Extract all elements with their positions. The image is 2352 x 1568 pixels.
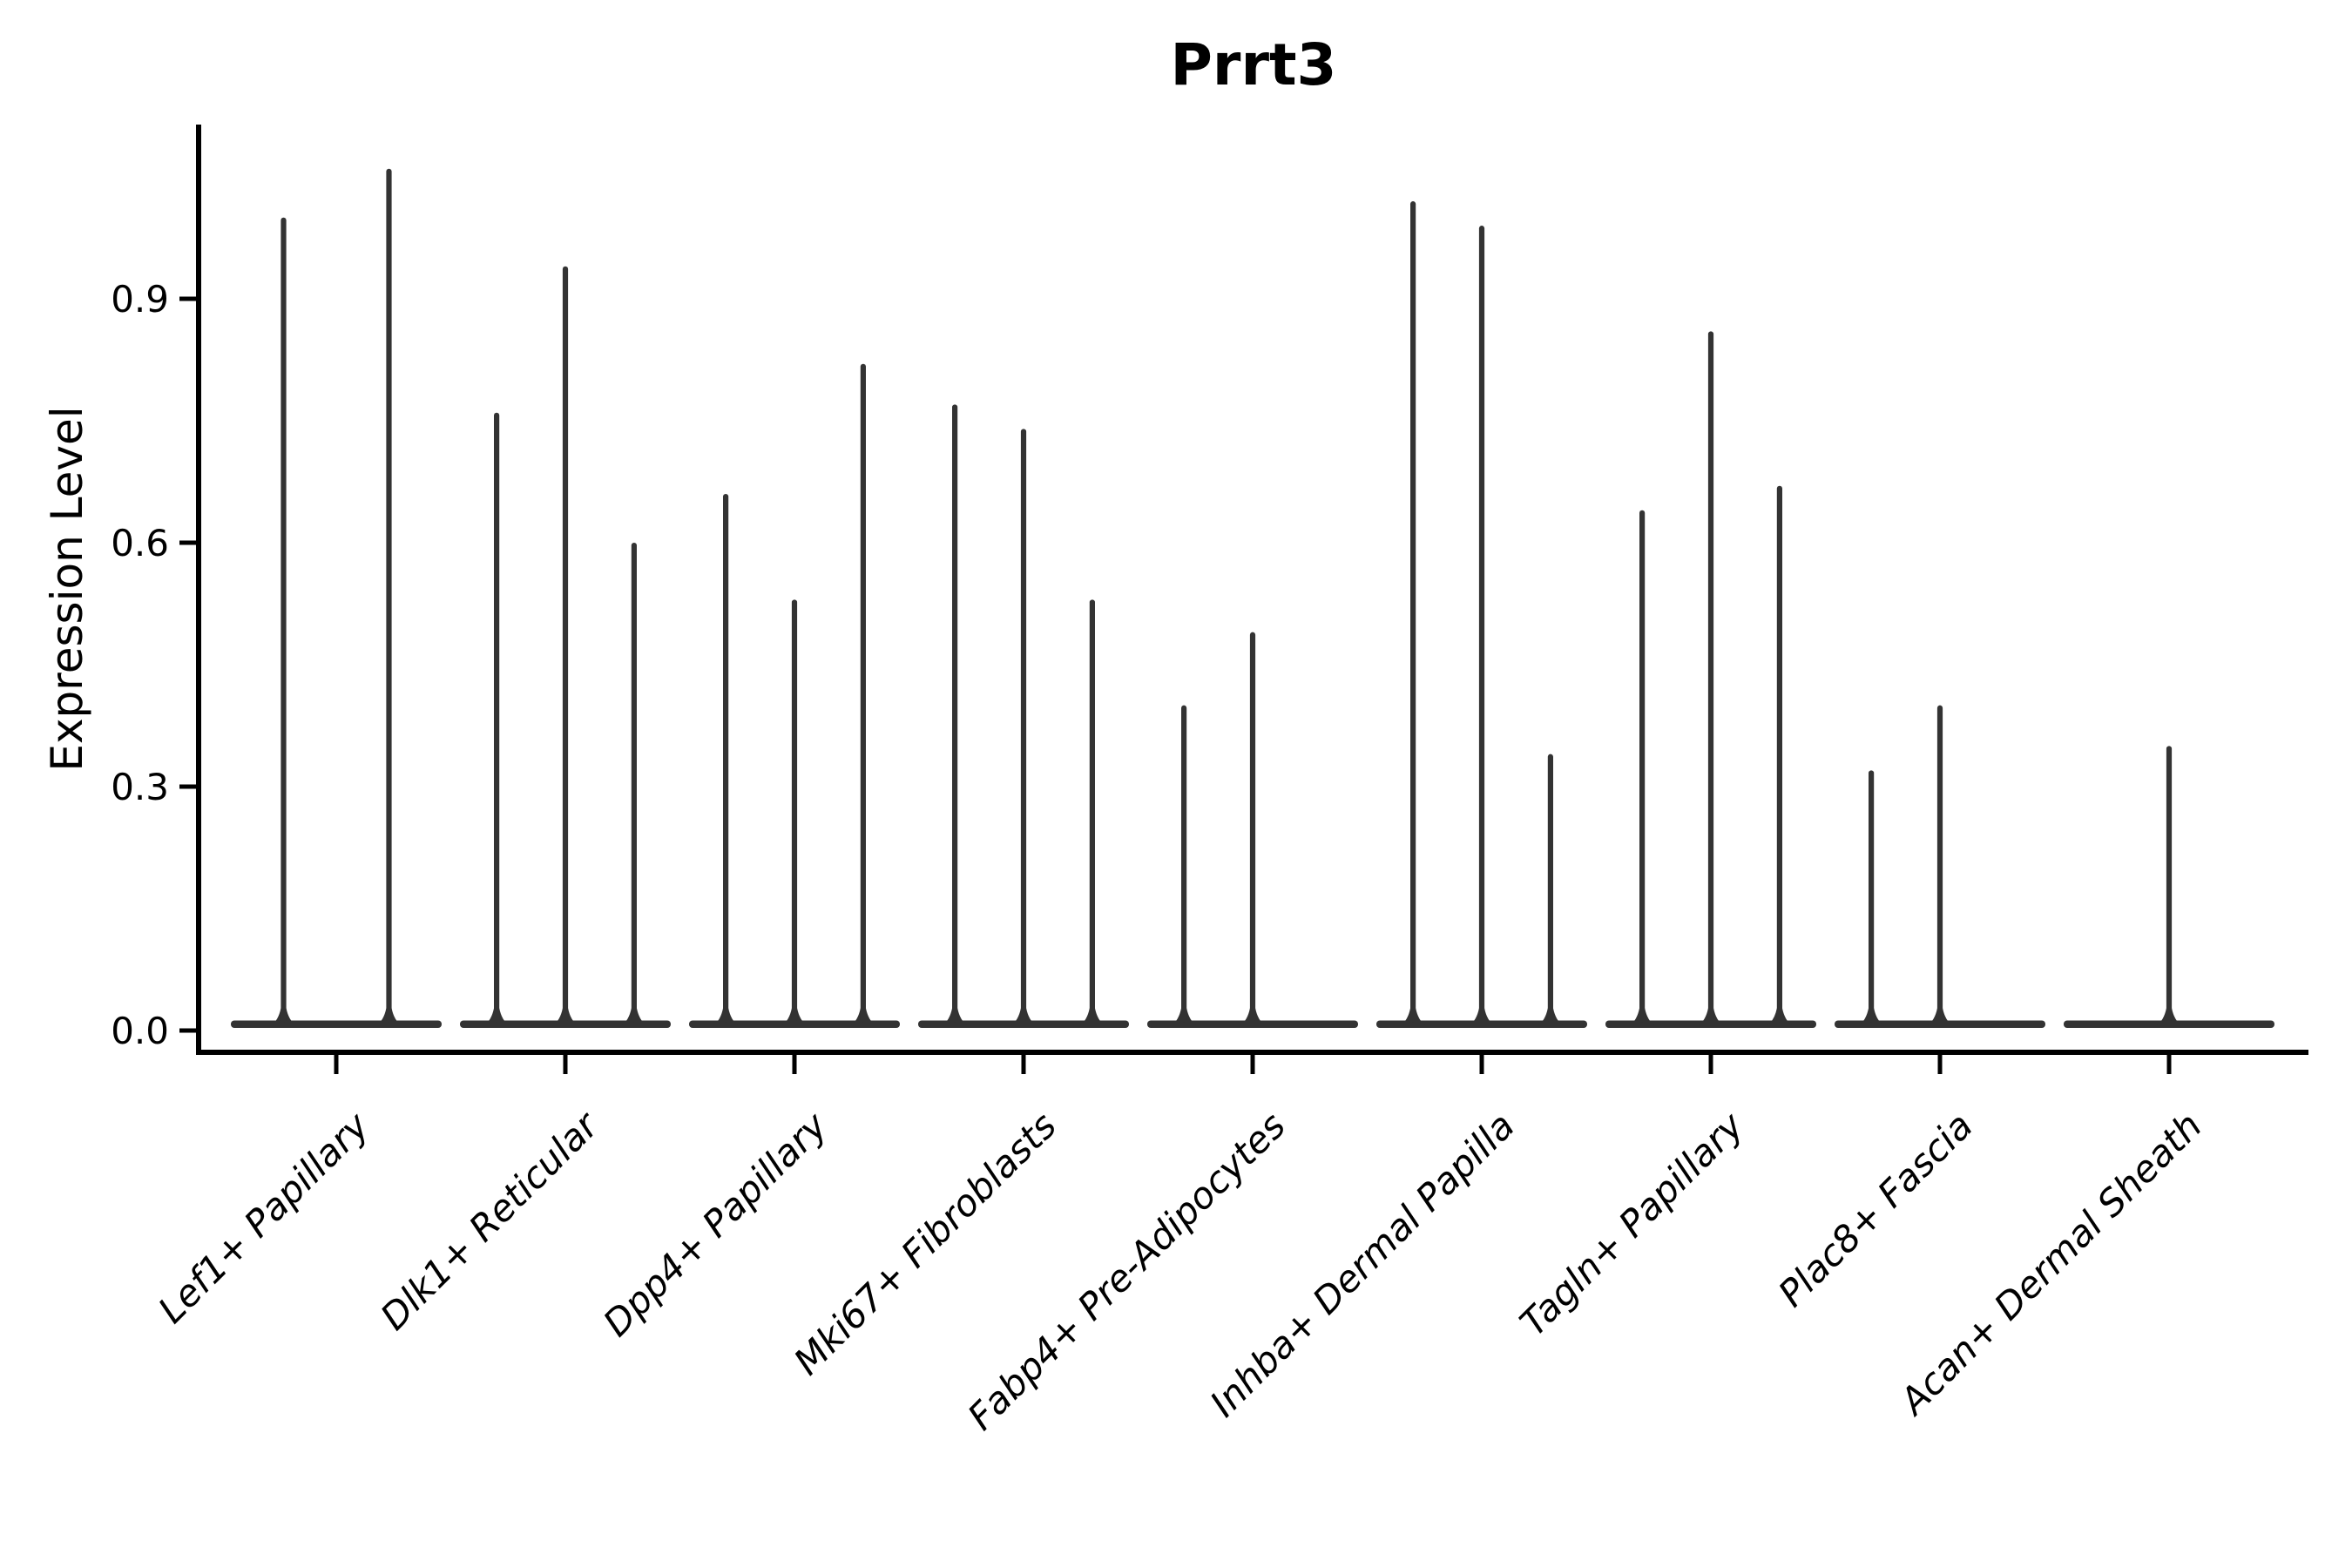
spike-line [1707,331,1714,1023]
spike-line [562,266,569,1023]
spike-line [1869,770,1875,1023]
spike-line [1089,599,1095,1023]
violin-spike [713,494,739,1025]
chart-title: Prrt3 [1170,31,1337,98]
spike-line [631,543,637,1023]
violin-spike [271,217,296,1025]
violin-9 [2064,746,2274,1028]
spike-line [1181,705,1187,1023]
spike-line [1936,705,1943,1023]
y-tick-label: 0.6 [111,522,169,564]
spike-line [1249,632,1256,1023]
violin-5 [1147,632,1358,1028]
spike-line [952,404,958,1023]
x-category-label: Tagln+ Papillary [1511,1104,1753,1345]
violin-spike [484,412,510,1025]
violin-1 [231,168,442,1028]
spike-line [1478,226,1485,1023]
spike-line [1410,201,1416,1023]
violin-spike [376,168,402,1025]
spike-line [386,168,392,1023]
violin-spike [1630,510,1655,1025]
violin-spike [943,404,968,1025]
violin-spike [850,363,875,1025]
violin-spike [782,599,807,1025]
x-category-label: Dlk1+ Reticular [372,1102,608,1338]
violin-4 [918,404,1129,1028]
y-tick-label: 0.3 [111,766,169,808]
spike-line [723,494,729,1023]
x-category-label: Lef1+ Papillary [150,1104,378,1332]
violin-spike [1172,705,1197,1025]
violin-spike [621,543,646,1025]
y-tick-label: 0.9 [111,278,169,321]
violin-spike [2157,746,2181,1025]
y-tick-label: 0.0 [111,1010,169,1052]
violin-spike [1079,599,1105,1025]
spike-line [791,599,798,1023]
spike-line [1639,510,1646,1023]
spike-line [280,217,287,1023]
violin-spike [1699,331,1723,1025]
violin-8 [1835,705,2045,1028]
violin-spike [553,266,578,1025]
violin-3 [689,363,900,1028]
violin-spike [1928,705,1952,1025]
violin-spike [1401,201,1426,1025]
violin-spike [1767,485,1792,1025]
x-category-label: Plac8+ Fascia [1770,1104,1981,1315]
violin-spike [1538,754,1563,1025]
spike-line [1547,754,1553,1023]
x-category-label: Mki67+ Fibroblasts [786,1104,1064,1382]
violin-6 [1376,201,1587,1028]
violin-7 [1605,331,1816,1028]
violin-2 [460,266,671,1028]
x-category-label: Dpp4+ Papillary [595,1104,836,1345]
spike-line [494,412,500,1023]
violin-base [231,1020,442,1028]
spike-line [1020,429,1027,1023]
spike-line [2166,746,2173,1023]
spike-line [1776,485,1782,1023]
spike-line [860,363,866,1023]
violin-spike [1859,770,1884,1025]
violin-spike [1240,632,1265,1025]
violin-spike [1011,429,1036,1025]
violin-spike [1470,226,1494,1025]
